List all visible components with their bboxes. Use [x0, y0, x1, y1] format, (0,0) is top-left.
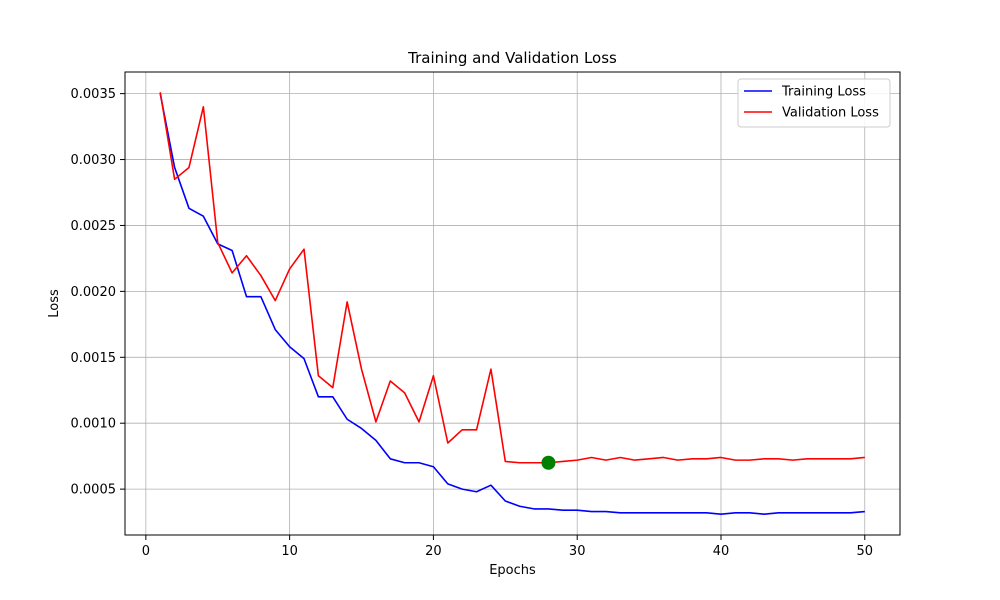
- legend-box: [737, 78, 891, 128]
- x-axis-title: Epochs: [489, 563, 536, 578]
- legend-label: Validation Loss: [782, 106, 879, 121]
- y-tick-label: 0.0020: [71, 285, 117, 300]
- markers: [541, 455, 556, 470]
- x-tick-label: 10: [281, 544, 298, 559]
- y-tick-label: 0.0015: [71, 351, 117, 366]
- x-tick-label: 20: [425, 544, 442, 559]
- y-tick-label: 0.0005: [71, 483, 117, 498]
- legend: Training Loss Validation Loss: [737, 78, 891, 128]
- x-ticks: 0 10 20 30 40 50: [142, 535, 873, 559]
- chart-title: Training and Validation Loss: [407, 49, 617, 67]
- series-line-validation-loss: [159, 92, 865, 464]
- best-epoch-marker: [541, 455, 556, 470]
- x-tick-label: 40: [713, 544, 730, 559]
- series-lines: [159, 92, 865, 515]
- y-tick-label: 0.0030: [71, 153, 117, 168]
- y-ticks: 0.0005 0.0010 0.0015 0.0020 0.0025 0.0030 0.00…: [71, 87, 125, 498]
- y-axis-title: Loss: [47, 289, 62, 318]
- x-tick-label: 0: [142, 544, 150, 559]
- grid: [125, 72, 900, 535]
- x-tick-label: 30: [569, 544, 586, 559]
- x-tick-label: 50: [856, 544, 873, 559]
- series-line-training-loss: [159, 93, 865, 515]
- y-tick-label: 0.0035: [71, 87, 117, 102]
- plot-frame: [124, 71, 901, 536]
- y-tick-label: 0.0010: [71, 417, 117, 432]
- legend-label: Training Loss: [781, 85, 866, 100]
- y-tick-label: 0.0025: [71, 219, 117, 234]
